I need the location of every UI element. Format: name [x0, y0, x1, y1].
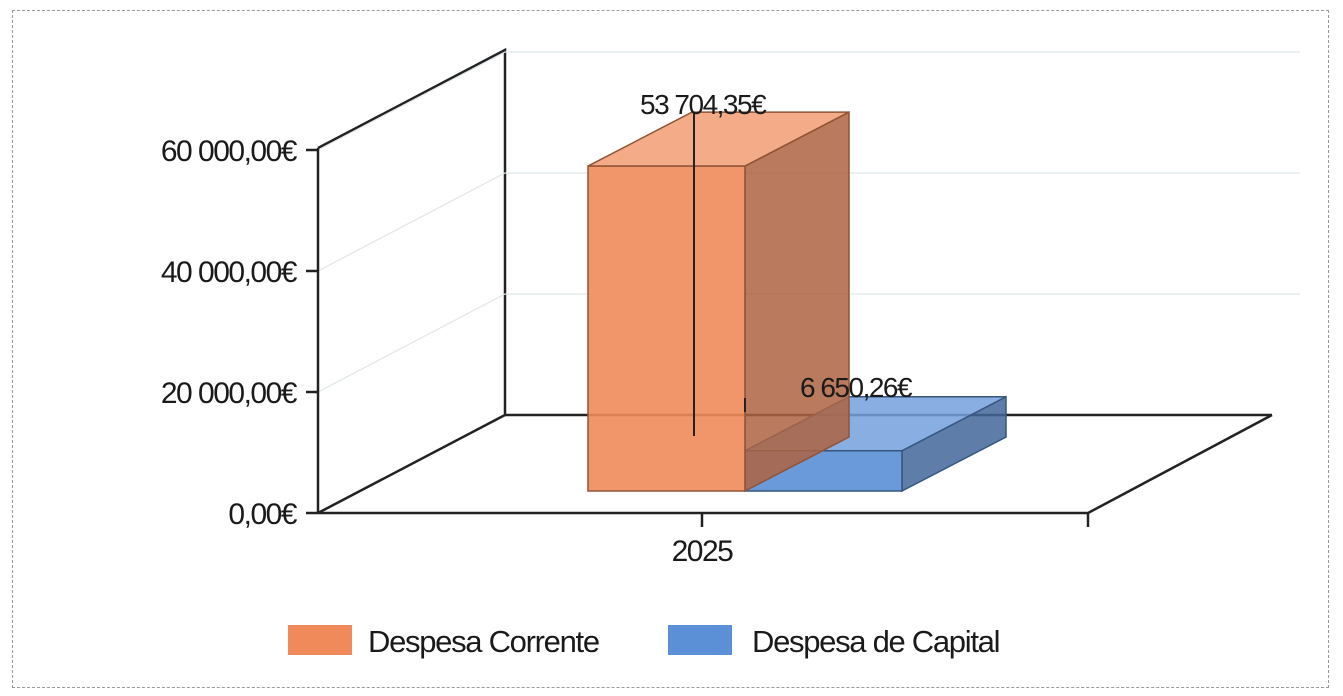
- grid-line: [317, 293, 1300, 393]
- legend-swatch: [288, 625, 352, 655]
- legend: Despesa Corrente Despesa de Capital: [288, 624, 1000, 659]
- legend-swatch: [668, 625, 732, 655]
- grid-line: [317, 51, 1300, 151]
- chart-walls: [317, 47, 507, 515]
- side-wall: [317, 47, 507, 515]
- legend-label: Despesa Corrente: [368, 624, 599, 659]
- y-tick-label: 20 000,00€: [161, 377, 298, 410]
- bars: [587, 110, 1007, 493]
- data-label: 6 650,26€: [800, 372, 913, 403]
- y-tick-label: 60 000,00€: [161, 135, 298, 168]
- x-tick-label: 2025: [672, 535, 734, 568]
- bar-side: [744, 110, 850, 493]
- y-tick-label: 40 000,00€: [161, 256, 298, 289]
- grid-line: [317, 172, 1300, 272]
- y-axis-ticks: 0,00€ 20 000,00€ 40 000,00€ 60 000,00€: [161, 135, 318, 531]
- bar: [587, 165, 746, 492]
- legend-label: Despesa de Capital: [752, 624, 999, 659]
- data-labels: 53 704,35€ 6 650,26€: [640, 89, 914, 436]
- y-tick-label: 0,00€: [228, 498, 297, 531]
- chart-frame: [12, 10, 1329, 688]
- x-axis-labels: 2025: [672, 513, 1090, 568]
- grid-lines: [317, 51, 1300, 393]
- data-label: 53 704,35€: [640, 89, 767, 120]
